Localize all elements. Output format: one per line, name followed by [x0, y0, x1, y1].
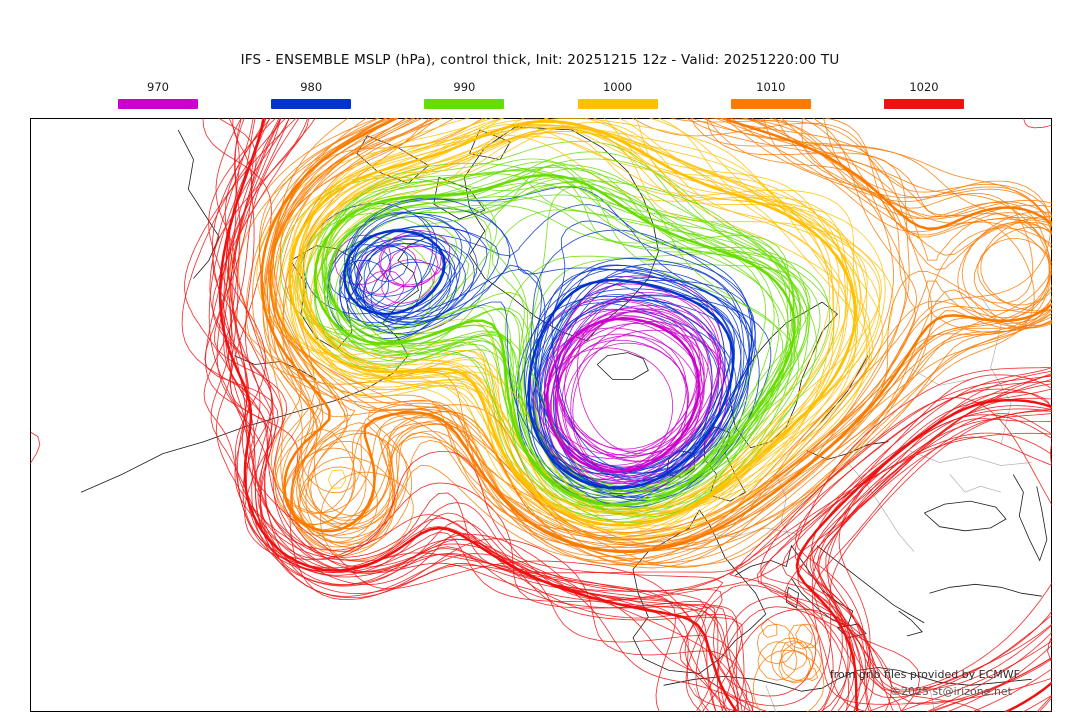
- legend-label: 1000: [602, 80, 633, 94]
- legend: 970 980 990 1000 1010 1020: [0, 80, 1080, 114]
- credit-ecmwf: from grib files provided by ECMWF: [829, 668, 1020, 681]
- coastlines-layer: [80, 126, 1048, 712]
- legend-swatch: [730, 99, 811, 109]
- legend-item: 990: [424, 80, 505, 109]
- legend-label: 1020: [909, 80, 939, 94]
- legend-swatch: [577, 99, 658, 109]
- legend-label: 990: [453, 80, 476, 94]
- map-frame: [30, 118, 1052, 712]
- spaghetti-contours-layer: [30, 118, 1052, 712]
- legend-label: 970: [147, 80, 169, 94]
- legend-item: 1020: [884, 80, 964, 109]
- legend-swatch: [271, 99, 352, 109]
- legend-item: 980: [271, 80, 352, 109]
- chart-title: IFS - ENSEMBLE MSLP (hPa), control thick…: [240, 52, 840, 68]
- legend-label: 1010: [756, 80, 786, 94]
- legend-swatch: [118, 99, 198, 109]
- legend-swatch: [884, 99, 964, 109]
- copyright-watermark: ©2025 st@irizone.net: [890, 685, 1012, 698]
- weather-map-svg: [30, 118, 1052, 712]
- legend-item: 1000: [577, 80, 658, 109]
- legend-label: 980: [300, 80, 323, 94]
- map-container: [30, 118, 1052, 712]
- legend-item: 970: [118, 80, 198, 109]
- legend-item: 1010: [730, 80, 811, 109]
- legend-swatch: [424, 99, 505, 109]
